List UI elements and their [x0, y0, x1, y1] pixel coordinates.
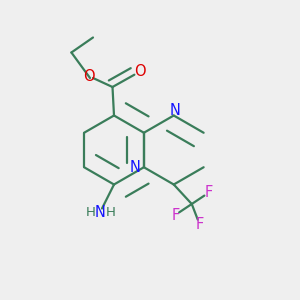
Text: O: O [134, 64, 145, 79]
Text: H: H [106, 206, 116, 220]
Text: N: N [130, 160, 141, 175]
Text: H: H [86, 206, 95, 219]
Text: N: N [95, 205, 106, 220]
Text: O: O [83, 69, 94, 84]
Text: F: F [196, 217, 204, 232]
Text: F: F [204, 185, 212, 200]
Text: F: F [171, 208, 179, 223]
Text: N: N [169, 103, 180, 118]
